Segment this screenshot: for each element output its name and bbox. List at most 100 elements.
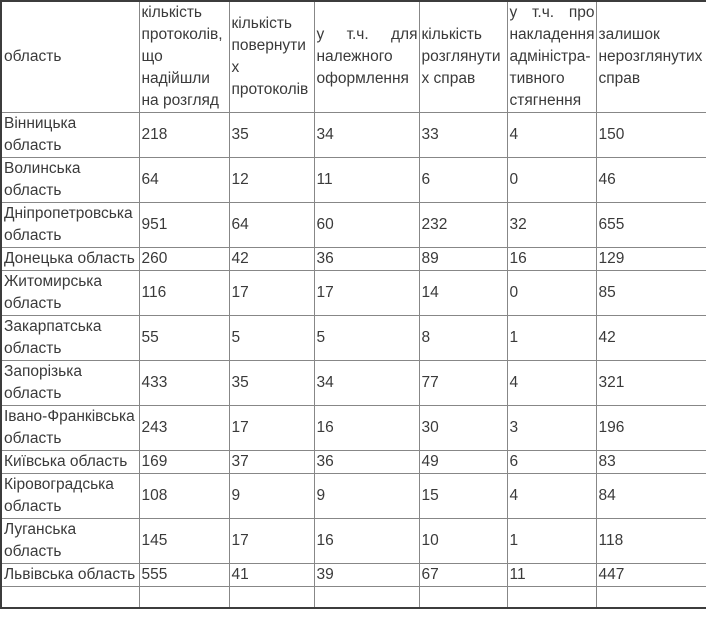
value-cell: 60 bbox=[313, 202, 420, 248]
value-cell: 196 bbox=[595, 405, 706, 451]
region-cell: Кіровоградська область bbox=[0, 473, 140, 519]
value-cell: 17 bbox=[228, 270, 315, 316]
value-cell: 655 bbox=[595, 202, 706, 248]
region-cell: Донецька область bbox=[0, 247, 140, 271]
value-cell: 49 bbox=[418, 450, 508, 474]
region-cell: Дніпропетровська область bbox=[0, 202, 140, 248]
value-cell: 4 bbox=[506, 112, 597, 158]
value-cell: 9 bbox=[313, 473, 420, 519]
region-cell: Житомирська область bbox=[0, 270, 140, 316]
value-cell: 46 bbox=[595, 157, 706, 203]
value-cell: 6 bbox=[506, 450, 597, 474]
column-header-6: залишок нерозглянутих справ bbox=[595, 0, 706, 113]
value-cell: 232 bbox=[418, 202, 508, 248]
value-cell: 16 bbox=[313, 518, 420, 564]
protocols-by-region-table: область кількість протоколів, що надійшли… bbox=[0, 0, 706, 609]
value-cell: 108 bbox=[138, 473, 230, 519]
value-cell: 1 bbox=[506, 518, 597, 564]
table-row: Дніпропетровська область 951 64 60 232 32 655 bbox=[0, 202, 706, 248]
value-cell: 5 bbox=[313, 315, 420, 361]
region-cell: Івано-Франківська область bbox=[0, 405, 140, 451]
value-cell: 36 bbox=[313, 247, 420, 271]
value-cell: 260 bbox=[138, 247, 230, 271]
table-row: Івано-Франківська область 243 17 16 30 3 196 bbox=[0, 405, 706, 451]
value-cell: 555 bbox=[138, 563, 230, 587]
value-cell: 89 bbox=[418, 247, 508, 271]
empty-cell bbox=[228, 586, 315, 609]
table-row: Кіровоградська область 108 9 9 15 4 84 bbox=[0, 473, 706, 519]
value-cell: 42 bbox=[228, 247, 315, 271]
value-cell: 1 bbox=[506, 315, 597, 361]
value-cell: 41 bbox=[228, 563, 315, 587]
column-header-2: кількість повернутих протоколів bbox=[228, 0, 315, 113]
value-cell: 951 bbox=[138, 202, 230, 248]
value-cell: 84 bbox=[595, 473, 706, 519]
table-row: Донецька область 260 42 36 89 16 129 bbox=[0, 247, 706, 271]
value-cell: 116 bbox=[138, 270, 230, 316]
value-cell: 8 bbox=[418, 315, 508, 361]
value-cell: 37 bbox=[228, 450, 315, 474]
column-header-1: кількість протоколів, що надійшли на роз… bbox=[138, 0, 230, 113]
value-cell: 55 bbox=[138, 315, 230, 361]
column-header-4: кількість розглянутих справ bbox=[418, 0, 508, 113]
table-body: Вінницька область 218 35 34 33 4 150 Волинська … bbox=[0, 112, 706, 609]
value-cell: 32 bbox=[506, 202, 597, 248]
region-cell: Київська область bbox=[0, 450, 140, 474]
value-cell: 169 bbox=[138, 450, 230, 474]
value-cell: 42 bbox=[595, 315, 706, 361]
empty-cell bbox=[0, 586, 140, 609]
value-cell: 12 bbox=[228, 157, 315, 203]
table-row: Волинська область 64 12 11 6 0 46 bbox=[0, 157, 706, 203]
region-cell: Закарпатська область bbox=[0, 315, 140, 361]
table-row: Львівська область 555 41 39 67 11 447 bbox=[0, 563, 706, 587]
empty-cell bbox=[595, 586, 706, 609]
value-cell: 4 bbox=[506, 473, 597, 519]
value-cell: 35 bbox=[228, 360, 315, 406]
value-cell: 34 bbox=[313, 360, 420, 406]
table-row: Запорізька область 433 35 34 77 4 321 bbox=[0, 360, 706, 406]
value-cell: 36 bbox=[313, 450, 420, 474]
value-cell: 6 bbox=[418, 157, 508, 203]
table-row: Луганська область 145 17 16 10 1 118 bbox=[0, 518, 706, 564]
value-cell: 33 bbox=[418, 112, 508, 158]
value-cell: 3 bbox=[506, 405, 597, 451]
empty-cell bbox=[418, 586, 508, 609]
value-cell: 83 bbox=[595, 450, 706, 474]
value-cell: 30 bbox=[418, 405, 508, 451]
region-cell: Луганська область bbox=[0, 518, 140, 564]
table-row: Київська область 169 37 36 49 6 83 bbox=[0, 450, 706, 474]
empty-cell bbox=[506, 586, 597, 609]
value-cell: 64 bbox=[228, 202, 315, 248]
column-header-0: область bbox=[0, 0, 140, 113]
value-cell: 35 bbox=[228, 112, 315, 158]
value-cell: 11 bbox=[313, 157, 420, 203]
header-row: область кількість протоколів, що надійшли… bbox=[0, 0, 706, 113]
column-header-5: у т.ч. про накладення адміністра-тивного… bbox=[506, 0, 597, 113]
value-cell: 11 bbox=[506, 563, 597, 587]
value-cell: 77 bbox=[418, 360, 508, 406]
column-header-3: у т.ч. для належного оформлення bbox=[313, 0, 420, 113]
table-row: Закарпатська область 55 5 5 8 1 42 bbox=[0, 315, 706, 361]
value-cell: 34 bbox=[313, 112, 420, 158]
region-cell: Львівська область bbox=[0, 563, 140, 587]
value-cell: 17 bbox=[313, 270, 420, 316]
value-cell: 218 bbox=[138, 112, 230, 158]
value-cell: 15 bbox=[418, 473, 508, 519]
value-cell: 118 bbox=[595, 518, 706, 564]
value-cell: 4 bbox=[506, 360, 597, 406]
value-cell: 14 bbox=[418, 270, 508, 316]
value-cell: 321 bbox=[595, 360, 706, 406]
region-cell: Запорізька область bbox=[0, 360, 140, 406]
value-cell: 17 bbox=[228, 405, 315, 451]
value-cell: 85 bbox=[595, 270, 706, 316]
value-cell: 39 bbox=[313, 563, 420, 587]
empty-cell bbox=[313, 586, 420, 609]
region-cell: Волинська область bbox=[0, 157, 140, 203]
value-cell: 129 bbox=[595, 247, 706, 271]
value-cell: 0 bbox=[506, 157, 597, 203]
value-cell: 447 bbox=[595, 563, 706, 587]
value-cell: 16 bbox=[506, 247, 597, 271]
region-cell: Вінницька область bbox=[0, 112, 140, 158]
value-cell: 433 bbox=[138, 360, 230, 406]
